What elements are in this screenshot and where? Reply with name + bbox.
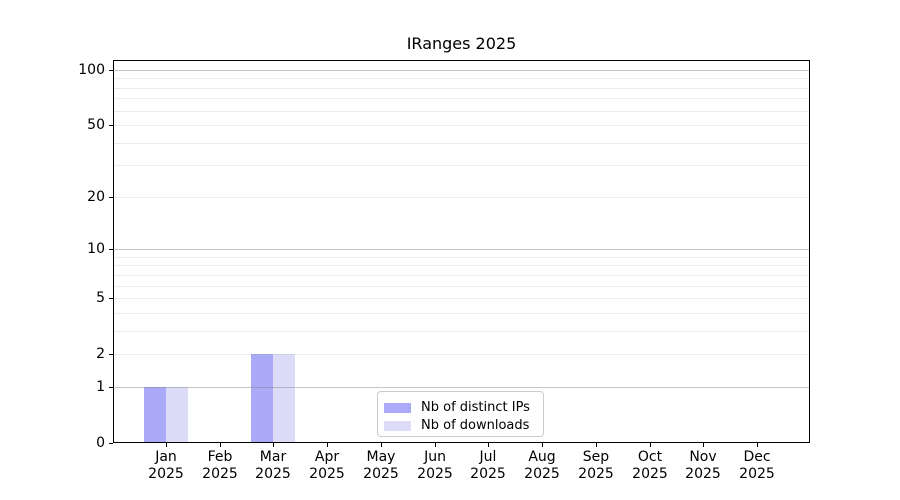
x-tick-label-jul: Jul 2025 [456, 449, 520, 483]
x-tick-label-line: 2025 [470, 466, 506, 482]
x-tick-dec [757, 443, 758, 447]
x-tick-label-line: Nov [689, 449, 717, 465]
legend-label-distinct-ips: Nb of distinct IPs [421, 400, 530, 415]
legend-label-downloads: Nb of downloads [421, 418, 530, 433]
x-tick-label-sep: Sep 2025 [564, 449, 628, 483]
y-tick-label-100: 100 [78, 62, 105, 78]
y-tick-20 [109, 197, 113, 198]
x-tick-label-jun: Jun 2025 [403, 449, 467, 483]
x-tick-oct [650, 443, 651, 447]
x-tick-label-line: 2025 [524, 466, 560, 482]
x-tick-feb [220, 443, 221, 447]
y-tick-label-20: 20 [87, 189, 105, 205]
bar-downloads-mar [273, 354, 296, 443]
legend-item-downloads: Nb of downloads [384, 417, 543, 435]
x-tick-label-line: 2025 [739, 466, 775, 482]
legend-item-distinct-ips: Nb of distinct IPs [384, 399, 543, 417]
bar-distinct-ips-mar [251, 354, 274, 443]
x-tick-may [381, 443, 382, 447]
x-tick-sep [596, 443, 597, 447]
x-tick-label-line: 2025 [632, 466, 668, 482]
x-tick-label-jan: Jan 2025 [134, 449, 198, 483]
x-tick-mar [273, 443, 274, 447]
x-tick-label-line: 2025 [148, 466, 184, 482]
x-tick-jun [435, 443, 436, 447]
x-tick-label-line: 2025 [685, 466, 721, 482]
legend: Nb of distinct IPs Nb of downloads [377, 391, 544, 437]
x-tick-label-oct: Oct 2025 [618, 449, 682, 483]
x-tick-label-line: 2025 [202, 466, 238, 482]
x-tick-label-line: Aug [528, 449, 556, 465]
x-tick-label-line: Oct [637, 449, 663, 465]
bar-distinct-ips-jan [144, 386, 166, 443]
x-tick-nov [703, 443, 704, 447]
x-tick-apr [327, 443, 328, 447]
x-tick-label-line: 2025 [417, 466, 453, 482]
x-tick-label-line: 2025 [309, 466, 345, 482]
x-tick-label-line: Mar [259, 449, 287, 465]
x-tick-label-line: 2025 [255, 466, 291, 482]
x-tick-label-line: Jun [424, 449, 446, 465]
x-tick-label-line: Sep [582, 449, 610, 465]
legend-swatch-downloads [384, 421, 411, 431]
x-tick-label-line: 2025 [363, 466, 399, 482]
x-tick-jan [166, 443, 167, 447]
y-tick-2 [109, 354, 113, 355]
y-tick-1 [109, 387, 113, 388]
x-tick-label-feb: Feb 2025 [188, 449, 252, 483]
y-tick-0 [109, 443, 113, 444]
plot-background [113, 60, 810, 443]
y-tick-label-2: 2 [96, 346, 105, 362]
y-tick-label-10: 10 [87, 241, 105, 257]
x-tick-label-mar: Mar 2025 [241, 449, 305, 483]
x-tick-jul [488, 443, 489, 447]
x-tick-label-line: May [366, 449, 396, 465]
y-tick-5 [109, 298, 113, 299]
x-tick-label-line: 2025 [578, 466, 614, 482]
y-tick-50 [109, 125, 113, 126]
x-tick-label-line: Jul [479, 449, 497, 465]
chart-title: IRanges 2025 [406, 34, 517, 53]
x-tick-label-aug: Aug 2025 [510, 449, 574, 483]
y-tick-100 [109, 70, 113, 71]
x-tick-label-dec: Dec 2025 [725, 449, 789, 483]
y-tick-label-5: 5 [96, 290, 105, 306]
x-tick-label-line: Apr [314, 449, 340, 465]
y-tick-label-0: 0 [96, 435, 105, 451]
x-tick-label-nov: Nov 2025 [671, 449, 735, 483]
legend-swatch-distinct-ips [384, 403, 411, 413]
y-tick-label-1: 1 [96, 379, 105, 395]
x-tick-label-line: Dec [743, 449, 771, 465]
y-tick-label-50: 50 [87, 117, 105, 133]
x-tick-label-line: Feb [207, 449, 233, 465]
x-tick-label-may: May 2025 [349, 449, 413, 483]
y-tick-10 [109, 249, 113, 250]
bar-downloads-jan [166, 386, 188, 443]
x-tick-label-apr: Apr 2025 [295, 449, 359, 483]
x-tick-label-line: Jan [155, 449, 177, 465]
x-tick-aug [542, 443, 543, 447]
